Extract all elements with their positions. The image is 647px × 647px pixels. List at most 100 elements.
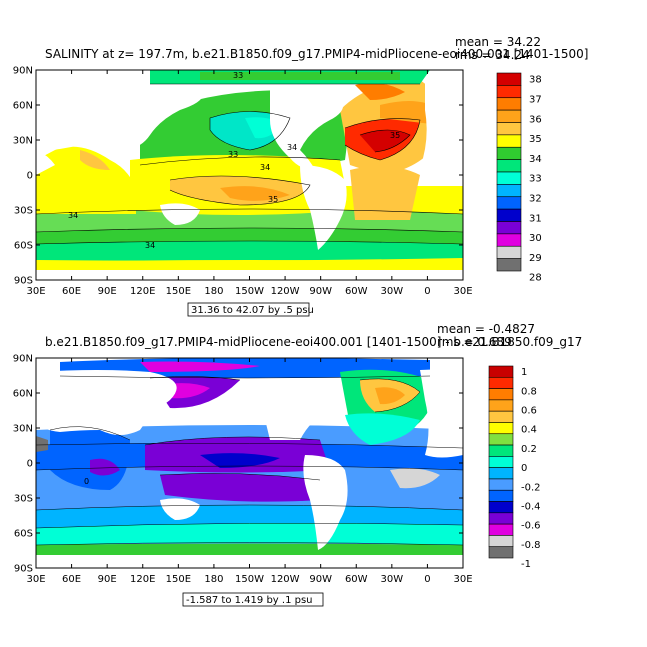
bottom-colorbar-swatch: [488, 546, 514, 559]
bottom-rms-label: rms = 0.689: [437, 335, 512, 349]
top-colorbar-swatch: [496, 196, 522, 210]
top-colorbar-swatch: [496, 159, 522, 173]
top-lat-label: 60S: [14, 241, 33, 252]
top-colorbar-swatch: [496, 184, 522, 198]
bottom-colorbar-swatch: [488, 456, 514, 468]
bottom-mean-label: mean = -0.4827: [437, 322, 535, 336]
top-contour-label: 33: [233, 71, 243, 80]
bottom-colorbar-label: -0.2: [521, 482, 541, 493]
top-lat-label: 30S: [14, 206, 33, 217]
bottom-lon-label: 30W: [381, 574, 404, 585]
top-lon-label: 90W: [309, 286, 332, 297]
top-contour-label: 33: [228, 150, 238, 159]
top-panel: SALINITY at z= 197.7m, b.e21.B1850.f09_g…: [13, 35, 588, 317]
top-colorbar-label: 28: [529, 273, 542, 284]
top-lat-label: 90S: [14, 276, 33, 287]
bottom-colorbar-label: 0.4: [521, 425, 537, 436]
bottom-colorbar-label: 1: [521, 367, 527, 378]
top-colorbar-swatch: [496, 221, 522, 235]
top-colorbar-swatch: [496, 109, 522, 123]
bottom-range-box: [182, 592, 324, 607]
top-colorbar-label: 33: [529, 174, 542, 185]
top-contour-label: 34: [287, 143, 297, 152]
top-lon-label: 30E: [453, 286, 472, 297]
top-title: SALINITY at z= 197.7m, b.e21.B1850.f09_g…: [45, 47, 588, 61]
top-lat-label: 60N: [13, 101, 33, 112]
bottom-colorbar-label: 0.8: [521, 386, 537, 397]
top-range-label: 31.36 to 42.07 by .5 psu: [191, 305, 314, 316]
top-colorbar-label: 34: [529, 154, 542, 165]
top-lat-label: 0: [27, 171, 33, 182]
bottom-lon-label: 60E: [62, 574, 81, 585]
bottom-lat-label: 90S: [14, 564, 33, 575]
bottom-lon-label: 90W: [309, 574, 332, 585]
bottom-lon-label: 30E: [26, 574, 45, 585]
bottom-lat-label: 0: [27, 459, 33, 470]
top-colorbar-label: 37: [529, 94, 542, 105]
bottom-lon-label: 150W: [235, 574, 264, 585]
bottom-colorbar-swatch: [488, 365, 514, 378]
top-lon-label: 120W: [271, 286, 300, 297]
bottom-lon-label: 150E: [166, 574, 191, 585]
bottom-colorbar-label: 0: [521, 463, 527, 474]
bottom-colorbar-swatch: [488, 376, 514, 389]
bottom-colorbar-label: -0.8: [521, 540, 541, 551]
bottom-lon-label: 180: [204, 574, 223, 585]
bottom-colorbar-swatch: [488, 478, 514, 491]
bottom-lat-label: 60N: [13, 389, 33, 400]
top-colorbar-label: 31: [529, 213, 542, 224]
top-contour-label: 34: [145, 241, 155, 250]
bottom-colorbar-swatch: [488, 501, 514, 514]
bottom-colorbar-label: -1: [521, 559, 531, 570]
bottom-lat-label: 90N: [13, 354, 33, 365]
top-lon-label: 180: [204, 286, 223, 297]
bottom-colorbar-swatch: [488, 467, 514, 480]
top-colorbar-label: 30: [529, 233, 542, 244]
bottom-lat-label: 30N: [13, 424, 33, 435]
top-colorbar-swatch: [496, 97, 522, 111]
top-lon-label: 120E: [130, 286, 155, 297]
top-colorbar-swatch: [496, 245, 522, 259]
top-lon-label: 60W: [345, 286, 368, 297]
bottom-title: b.e21.B1850.f09_g17.PMIP4-midPliocene-eo…: [45, 335, 582, 349]
bottom-lat-label: 60S: [14, 529, 33, 540]
top-colorbar-swatch: [496, 146, 522, 160]
bottom-lon-label: 90E: [98, 574, 117, 585]
top-colorbar-label: 35: [529, 134, 542, 145]
bottom-lon-label: 30E: [453, 574, 472, 585]
bottom-contour-label: 0: [84, 477, 89, 486]
top-contour-label: 34: [68, 211, 78, 220]
top-lon-label: 30W: [381, 286, 404, 297]
top-lon-label: 30E: [26, 286, 45, 297]
top-lon-label: 150W: [235, 286, 264, 297]
top-colorbar-swatch: [496, 233, 522, 247]
top-colorbar: 38 37 36 35 34 33 32 31 30 29 28: [496, 72, 542, 284]
bottom-panel: b.e21.B1850.f09_g17.PMIP4-midPliocene-eo…: [13, 322, 582, 607]
bottom-colorbar-swatch: [488, 422, 514, 435]
bottom-difference-map: 0: [36, 358, 463, 568]
bottom-colorbar-label: 0.2: [521, 444, 537, 455]
top-contour-label: 34: [260, 163, 270, 172]
bottom-colorbar-swatch: [488, 489, 514, 502]
bottom-lon-label: 60W: [345, 574, 368, 585]
top-colorbar-swatch: [496, 85, 522, 99]
top-lon-label: 60E: [62, 286, 81, 297]
bottom-lon-label: 0: [424, 574, 430, 585]
top-range-box: [187, 302, 310, 317]
top-colorbar-swatch: [496, 171, 522, 185]
top-lon-label: 0: [424, 286, 430, 297]
bottom-lon-label: 120W: [271, 574, 300, 585]
top-lon-label: 150E: [166, 286, 191, 297]
bottom-colorbar-swatch: [488, 523, 514, 536]
bottom-lat-label: 30S: [14, 494, 33, 505]
top-lat-label: 30N: [13, 136, 33, 147]
top-colorbar-label: 29: [529, 253, 542, 264]
bottom-colorbar-swatch: [488, 535, 514, 548]
top-salinity-map: 33 33 34 34 35 34 34 35: [36, 70, 463, 280]
bottom-colorbar-swatch: [488, 388, 514, 401]
top-colorbar-swatch: [496, 258, 522, 272]
top-lon-label: 90E: [98, 286, 117, 297]
top-colorbar-swatch: [496, 208, 522, 222]
top-colorbar-label: 36: [529, 114, 542, 125]
